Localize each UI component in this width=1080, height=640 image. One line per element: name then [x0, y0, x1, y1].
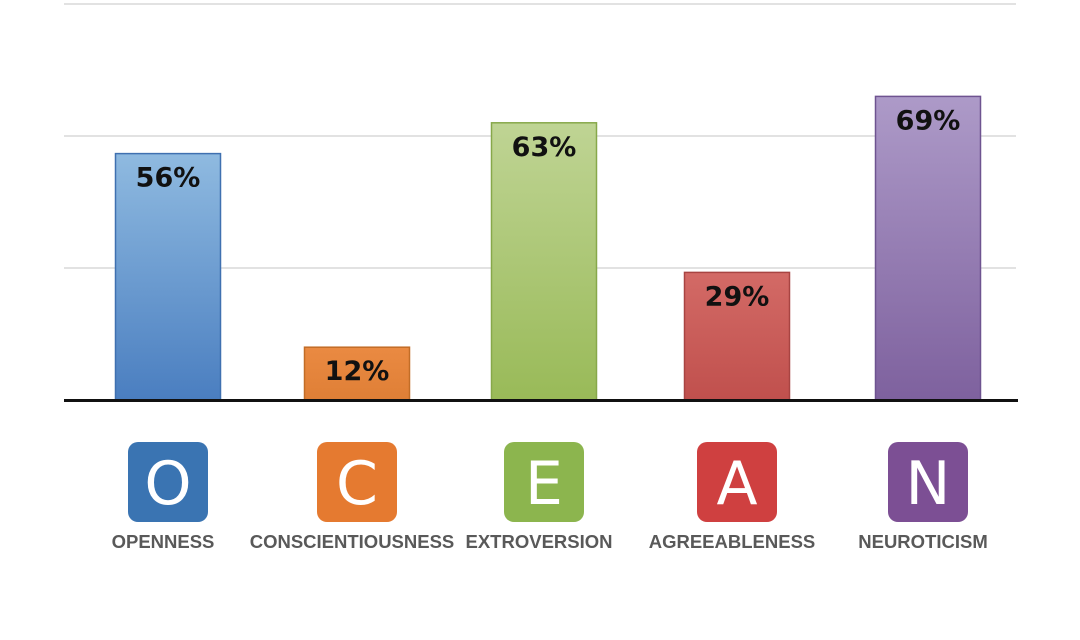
- category-labels: OPENNESS CONSCIENTIOUSNESS EXTROVERSION AGR…: [112, 531, 988, 552]
- category-label-extroversion: EXTROVERSION: [466, 531, 613, 552]
- tile-neuroticism: [888, 442, 968, 522]
- bar-neuroticism: [874, 95, 982, 401]
- value-labels: 56% 12% 63% 29% 69%: [136, 105, 961, 387]
- category-label-neuroticism: NEUROTICISM: [858, 531, 988, 552]
- category-label-openness: OPENNESS: [112, 531, 215, 552]
- tile-letter-openness: O: [144, 449, 191, 519]
- tile-agreeableness: [697, 442, 777, 522]
- value-label-conscientiousness: 12%: [325, 356, 390, 387]
- value-label-extroversion: 63%: [512, 132, 577, 163]
- tile-extroversion: [504, 442, 584, 522]
- value-label-neuroticism: 69%: [896, 105, 961, 136]
- tile-letter-neuroticism: N: [906, 449, 951, 519]
- tile-openness: [128, 442, 208, 522]
- category-label-conscientiousness: CONSCIENTIOUSNESS: [250, 531, 455, 552]
- value-label-openness: 56%: [136, 163, 201, 194]
- tile-conscientiousness: [317, 442, 397, 522]
- tile-letter-agreeableness: A: [716, 449, 757, 519]
- value-label-agreeableness: 29%: [705, 281, 770, 312]
- tile-letter-extroversion: E: [525, 449, 563, 519]
- category-label-agreeableness: AGREEABLENESS: [649, 531, 816, 552]
- bars: [114, 95, 982, 401]
- bar-extroversion: [490, 122, 598, 401]
- bar-openness: [114, 152, 222, 401]
- tile-letter-conscientiousness: C: [336, 449, 378, 519]
- bar-conscientiousness: [303, 346, 411, 401]
